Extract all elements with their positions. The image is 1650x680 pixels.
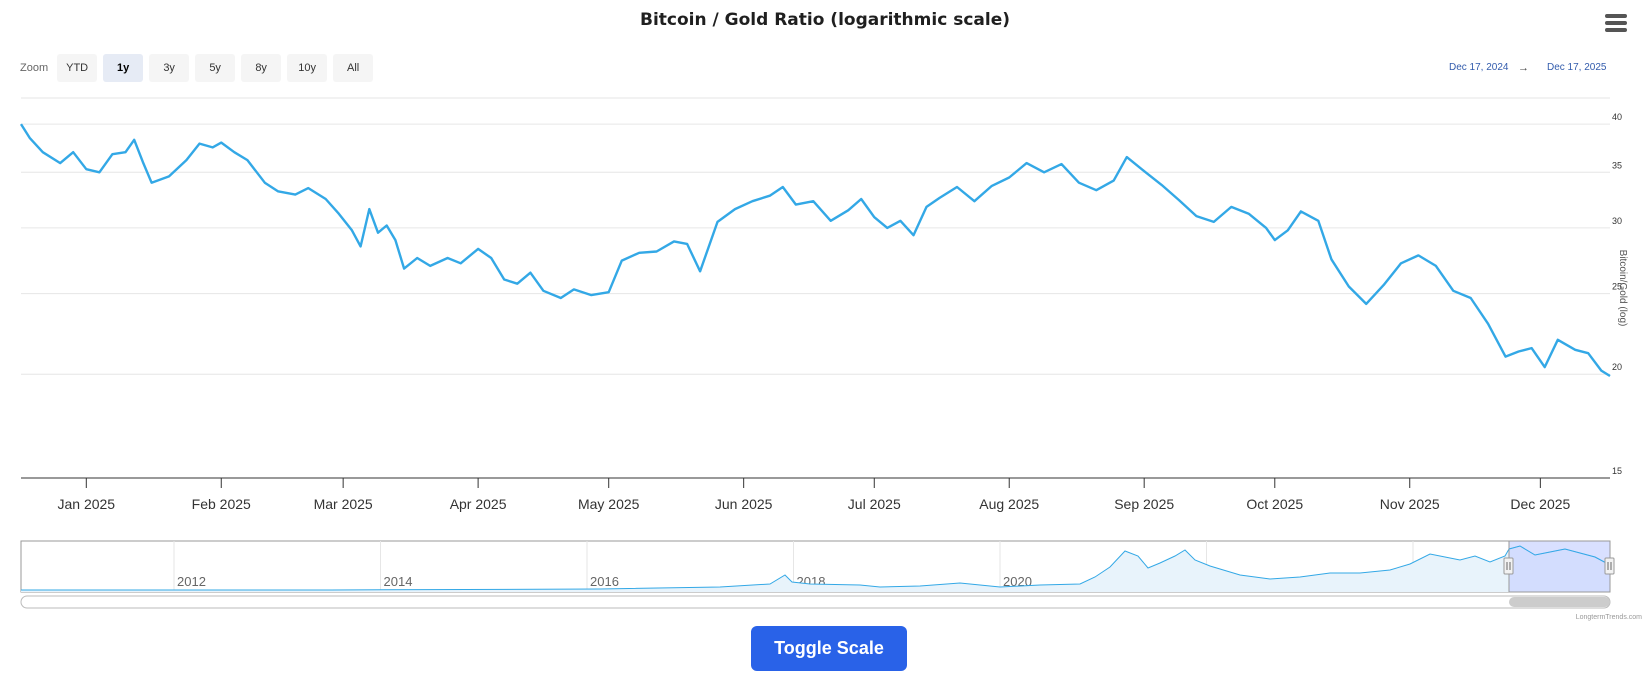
zoom-button-5y[interactable]: 5y [195,54,236,82]
zoom-button-10y[interactable]: 10y [287,54,328,82]
hamburger-menu-icon[interactable] [1604,14,1630,38]
series-layer [19,123,1611,378]
x-tick-label: Aug 2025 [979,496,1039,512]
zoom-button-3y[interactable]: 3y [149,54,190,82]
zoom-button-all[interactable]: All [333,54,374,82]
y-ticks: 15 20 25 30 35 40 [1612,112,1622,476]
toggle-scale-button[interactable]: Toggle Scale [751,626,907,671]
zoom-bar: Zoom YTD 1y 3y 5y 8y 10y All [20,54,379,82]
scrollbar-thumb[interactable] [1509,597,1610,607]
navigator-handle-left[interactable] [1503,557,1514,575]
chart-title: Bitcoin / Gold Ratio (logarithmic scale) [640,10,1010,30]
x-tick-label: Oct 2025 [1246,496,1303,512]
navigator-line-selected [1508,545,1611,566]
navigator-tick-label: 2016 [590,574,619,589]
x-ticks: Jan 2025 Feb 2025 Mar 2025 Apr 2025 May 2025… [57,478,1571,512]
grid-layer [21,97,1610,375]
y-tick-label: 20 [1612,362,1622,372]
range-arrow: → [1518,62,1529,74]
navigator-tick-label: 2014 [384,574,413,589]
scrollbar-track[interactable] [20,595,1611,609]
zoom-label: Zoom [20,62,49,74]
x-tick-label: Mar 2025 [314,496,373,512]
range-from-input[interactable]: Dec 17, 2024 [1449,62,1509,73]
range-to-input[interactable]: Dec 17, 2025 [1547,62,1607,73]
y-tick-label: 25 [1612,282,1622,292]
zoom-button-ytd[interactable]: YTD [57,54,98,82]
y-tick-label: 40 [1612,112,1622,122]
x-tick-label: Dec 2025 [1510,496,1570,512]
x-tick-label: Feb 2025 [192,496,251,512]
series-line [19,123,1611,378]
x-tick-label: Apr 2025 [450,496,507,512]
navigator-line [21,545,1611,591]
x-tick-label: Jun 2025 [715,496,773,512]
credit-text: LongtermTrends.com [1576,614,1642,621]
navigator-tick-label: 2020 [1003,574,1032,589]
zoom-button-1y[interactable]: 1y [103,54,144,82]
y-tick-label: 35 [1612,160,1622,170]
y-tick-label: 30 [1612,216,1622,226]
navigator-tick-label: 2012 [177,574,206,589]
chart-svg: 15 20 25 30 35 40 Bitcoin/Gold (log) Jan 2025… [19,97,1642,621]
x-tick-label: Jul 2025 [848,496,901,512]
y-tick-label: 15 [1612,466,1622,476]
navigator-area [21,546,1610,592]
x-tick-label: Sep 2025 [1114,496,1174,512]
x-tick-label: Jan 2025 [57,496,115,512]
x-tick-label: May 2025 [578,496,640,512]
navigator[interactable]: 2012201420162018202020222024 [20,540,1615,593]
zoom-button-8y[interactable]: 8y [241,54,282,82]
y-axis-label: Bitcoin/Gold (log) [1617,250,1628,327]
x-tick-label: Nov 2025 [1380,496,1440,512]
navigator-handle-right[interactable] [1604,557,1615,575]
